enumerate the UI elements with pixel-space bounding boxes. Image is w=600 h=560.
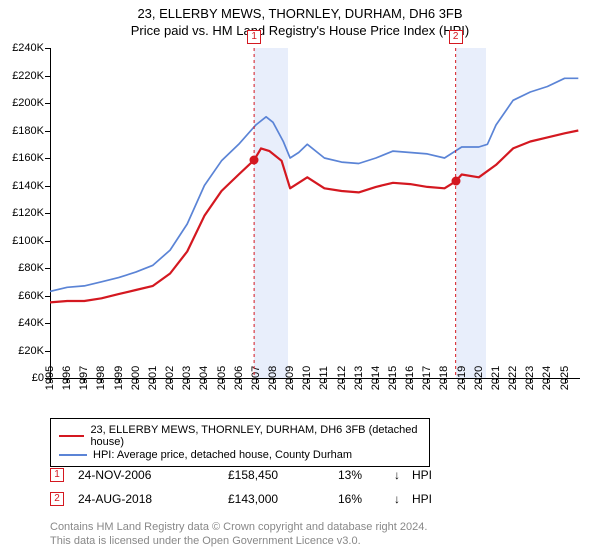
sale-date: 24-AUG-2018: [78, 492, 228, 506]
sale-point-marker: [250, 156, 259, 165]
down-arrow-icon: ↓: [394, 492, 412, 506]
chart-title-address: 23, ELLERBY MEWS, THORNLEY, DURHAM, DH6 …: [0, 6, 600, 21]
sale-row-marker: 1: [50, 468, 64, 482]
chart-title-subtitle: Price paid vs. HM Land Registry's House …: [0, 23, 600, 38]
series-hpi: [50, 78, 578, 291]
down-arrow-icon: ↓: [394, 468, 412, 482]
legend-label: 23, ELLERBY MEWS, THORNLEY, DURHAM, DH6 …: [90, 424, 421, 448]
legend-label: HPI: Average price, detached house, Coun…: [93, 449, 352, 461]
sale-suffix: HPI: [412, 468, 452, 482]
legend-item: 23, ELLERBY MEWS, THORNLEY, DURHAM, DH6 …: [59, 424, 421, 448]
y-tick-label: £100K: [12, 235, 50, 247]
y-tick-label: £20K: [18, 345, 50, 357]
legend-swatch: [59, 435, 84, 437]
chart-footer: Contains HM Land Registry data © Crown c…: [50, 520, 427, 549]
y-tick-label: £200K: [12, 97, 50, 109]
y-tick-label: £240K: [12, 42, 50, 54]
sale-point-marker: [451, 177, 460, 186]
sale-marker-box: 1: [247, 30, 261, 44]
sale-price: £143,000: [228, 492, 338, 506]
legend-item: HPI: Average price, detached house, Coun…: [59, 449, 421, 461]
chart-lines: [50, 48, 580, 378]
y-tick-label: £80K: [18, 262, 50, 274]
sale-price: £158,450: [228, 468, 338, 482]
chart-title-block: 23, ELLERBY MEWS, THORNLEY, DURHAM, DH6 …: [0, 0, 600, 38]
chart-plot-area: £0£20K£40K£60K£80K£100K£120K£140K£160K£1…: [50, 48, 580, 378]
series-price_paid: [50, 131, 578, 303]
sale-marker-box: 2: [449, 30, 463, 44]
chart-legend: 23, ELLERBY MEWS, THORNLEY, DURHAM, DH6 …: [50, 418, 430, 467]
sale-date: 24-NOV-2006: [78, 468, 228, 482]
y-tick-label: £220K: [12, 70, 50, 82]
y-tick-label: £60K: [18, 290, 50, 302]
x-axis: [50, 378, 580, 379]
y-tick-label: £120K: [12, 207, 50, 219]
footer-line2: This data is licensed under the Open Gov…: [50, 534, 427, 548]
sale-pct: 13%: [338, 468, 394, 482]
footer-line1: Contains HM Land Registry data © Crown c…: [50, 520, 427, 534]
y-tick-label: £140K: [12, 180, 50, 192]
y-tick-label: £40K: [18, 317, 50, 329]
sale-row: 2 24-AUG-2018£143,00016%↓HPI: [50, 492, 452, 506]
y-tick-label: £160K: [12, 152, 50, 164]
sale-suffix: HPI: [412, 492, 452, 506]
sale-pct: 16%: [338, 492, 394, 506]
y-tick-label: £180K: [12, 125, 50, 137]
legend-swatch: [59, 454, 87, 456]
sale-row-marker: 2: [50, 492, 64, 506]
sale-row: 1 24-NOV-2006£158,45013%↓HPI: [50, 468, 452, 482]
